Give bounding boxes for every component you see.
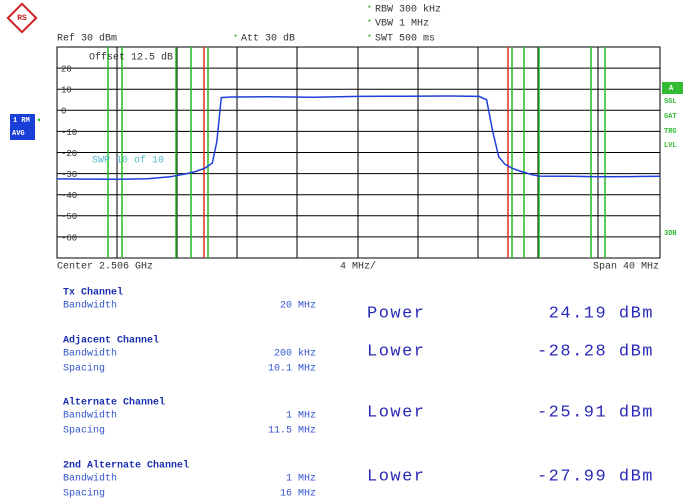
result-label: Lower — [367, 467, 426, 486]
trace-mode: 1 RM — [13, 117, 30, 125]
channel-lines — [107, 47, 606, 258]
center-freq: Center 2.506 GHz — [57, 262, 153, 273]
y-tick-label: 0 — [61, 107, 66, 117]
row-label: Bandwidth — [63, 473, 117, 485]
status-bar — [662, 80, 683, 240]
y-tick-label: 10 — [61, 86, 72, 96]
y-tick-label: -30 — [61, 170, 77, 180]
result-value: 24.19 dBm — [549, 304, 654, 323]
status: A — [669, 85, 674, 93]
trace-badge — [10, 114, 35, 127]
result-value: -25.91 dBm — [537, 403, 654, 422]
row-value: 1 MHz — [286, 474, 316, 485]
row-label: Spacing — [63, 488, 105, 500]
status-badge — [662, 82, 683, 94]
y-tick-label: -50 — [61, 212, 77, 222]
sweep-count: SWP 10 of 10 — [92, 155, 164, 167]
result-value: -28.28 dBm — [537, 342, 654, 361]
logo-frame — [6, 2, 38, 34]
row-label: Spacing — [63, 363, 105, 375]
channel-title: Tx Channel — [63, 287, 123, 299]
y-tick-label: -20 — [61, 149, 77, 159]
ref-level: Ref 30 dBm — [57, 33, 117, 45]
row-label: Bandwidth — [63, 348, 117, 360]
attenuation: Att 30 dB — [241, 33, 295, 45]
row-label: Spacing — [63, 425, 105, 437]
row-value: 200 kHz — [274, 348, 316, 360]
logo: RS — [6, 2, 38, 34]
row-label: Bandwidth — [63, 300, 117, 312]
status: LVL — [664, 142, 677, 150]
result-label: Lower — [367, 342, 426, 361]
status: TRG — [664, 128, 677, 136]
trace-badge — [10, 127, 35, 140]
vbw: VBW 1 MHz — [375, 19, 429, 30]
row-value: 16 MHz — [280, 489, 316, 500]
swt: SWT 500 ms — [375, 34, 435, 45]
row-value: 1 MHz — [286, 411, 316, 422]
y-tick-label: -60 — [61, 233, 77, 243]
trace-layer — [56, 95, 661, 181]
status: 3DB — [664, 230, 677, 238]
detector: AVG — [12, 130, 25, 138]
channel-title: Alternate Channel — [63, 397, 165, 409]
result-label: Lower — [367, 403, 426, 422]
star: * — [367, 34, 372, 43]
horizontal-grid: 20 10 0 -10 -20 -30 -40 -50 -60 — [57, 64, 660, 243]
result-label: Power — [367, 304, 426, 323]
star: * — [233, 34, 238, 43]
star: * — [367, 19, 372, 28]
logo-mark: RS — [17, 14, 27, 23]
freq-per-div: 4 MHz/ — [340, 261, 376, 273]
offset: Offset 12.5 dB — [89, 52, 173, 64]
result-value: -27.99 dBm — [537, 467, 654, 486]
status: GAT — [664, 113, 677, 121]
trace — [56, 95, 661, 181]
row-value: 20 MHz — [280, 301, 316, 312]
y-tick-label: -40 — [61, 191, 77, 201]
row-value: 11.5 MHz — [268, 426, 316, 437]
row-value: 10.1 MHz — [268, 364, 316, 375]
row-label: Bandwidth — [63, 410, 117, 422]
results: Power 24.19 dBm Lower -28.28 dBm Lower -25.91… — [367, 304, 654, 486]
y-tick-label: -10 — [61, 128, 77, 138]
status: SGL — [664, 98, 677, 106]
rbw: RBW 300 kHz — [375, 4, 441, 16]
channel-title: 2nd Alternate Channel — [63, 460, 189, 472]
channel-title: Adjacent Channel — [63, 335, 159, 347]
arrow: ◂ — [36, 116, 41, 125]
y-tick-label: 20 — [61, 64, 72, 74]
star: * — [367, 5, 372, 14]
span: Span 40 MHz — [593, 262, 659, 273]
